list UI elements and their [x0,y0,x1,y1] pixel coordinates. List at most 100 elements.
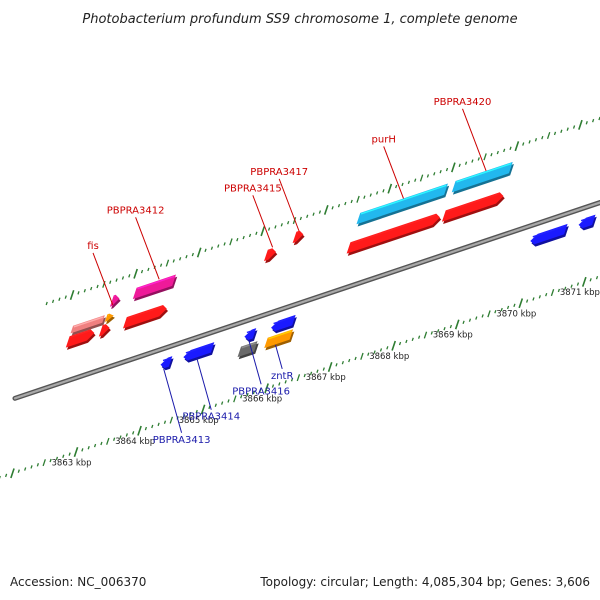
reverse-scale-tick [550,289,555,297]
reverse-scale-tick [443,326,446,331]
reverse-scale-tick [125,433,128,437]
purH-red-body [346,213,441,254]
reverse-scale-tick [227,399,230,403]
forward-scale-tick [223,242,226,246]
reverse-scale-tick [100,441,103,446]
PBPRA3412-red [122,304,169,331]
reverse-scale-tick [595,275,599,280]
PBPRA3417-red-highlight [296,231,300,234]
PBPRA3413-gene-highlight [162,357,171,362]
PBPRA3414-gene-highlight [185,343,213,354]
leader-line [135,217,160,280]
reverse-scale-tick [62,454,65,458]
forward-scale-tick [363,195,366,199]
gene-label-text: PBPRA3420 [434,97,492,108]
gene-label-text: fis [87,241,99,252]
PBPRA3412-gene-body [132,274,177,300]
reverse-scale-tick [360,352,364,360]
forward-scale-tick [522,142,525,146]
reverse-scale-tick [437,329,440,333]
reverse-scale-tick [49,458,52,463]
reverse-scale-tick [208,405,211,410]
forward-scale-tick [280,223,283,227]
gray-feature [237,341,259,360]
reverse-scale-tick [189,412,192,416]
reverse-scale-tick [17,469,20,473]
reverse-scale-tick [430,331,433,335]
leader-line [462,108,487,171]
forward-scale-tick [140,269,144,274]
reverse-scale-tick [271,384,275,388]
PBPRA3412-red-body [122,304,167,329]
zntR-gene [264,329,295,351]
reverse-scale-tick [87,446,90,450]
blue-far-right [578,214,597,231]
forward-scale-tick [458,163,461,168]
forward-scale-tick [115,278,118,282]
reverse-scale-tick [538,295,541,299]
gene-label-text: PBPRA3412 [107,205,165,216]
reverse-scale-tick [132,431,135,435]
pink-block-highlight [73,316,104,328]
reverse-scale-tick [290,377,294,382]
genome-summary-text: Topology: circular; Length: 4,085,304 bp… [259,575,590,589]
reverse-scale-tick [513,303,516,308]
forward-scale-tick [159,263,163,267]
PBPRA3417-red-shadow [293,232,305,246]
forward-scale-tick [375,191,379,195]
forward-scale-tick [217,244,220,248]
forward-scale-tick [566,127,569,131]
reverse-scale-tick [284,380,287,384]
reverse-scale-tick [417,335,421,339]
forward-scale-tick [242,235,245,240]
gene-label-pbpra3412: PBPRA3412 [107,205,165,280]
fis-gene-shadow [111,296,121,309]
purH-gene-body [356,183,448,225]
forward-scale-tick [274,225,277,229]
forward-scale-tick [337,203,341,208]
reverse-scale-tick [341,360,344,365]
reverse-scale-tick [316,369,319,373]
forward-scale-tick [414,178,417,182]
blue-right-highlight [532,225,567,238]
gene-label-pbpra3420: PBPRA3420 [434,97,492,171]
reverse-scale-tick [157,422,160,427]
scale-label: 3867 kbp [306,373,346,383]
forward-scale-tick [260,226,266,237]
reverse-scale-tick [581,276,587,287]
forward-scale-tick [45,301,48,306]
reverse-scale-tick [106,437,110,445]
blue-far-right-highlight [580,215,595,222]
scale-label: 3870 kbp [496,309,536,319]
reverse-scale-tick [169,416,174,424]
reverse-scale-tick [278,382,281,386]
forward-scale-tick [69,289,75,300]
scale-labels: 3863 kbp 3864 kbp 3865 kbp 3866 kbp 3867 kbp… [52,288,600,468]
red-fis-highlight [103,324,106,327]
reverse-scale-tick [518,298,524,309]
leader-line [252,195,274,248]
reverse-scale-tick [119,435,122,439]
scale-label: 3869 kbp [433,331,473,341]
reverse-scale-tick [564,286,567,291]
reverse-scale-tick [475,316,478,320]
reverse-scale-tick [348,358,351,363]
reverse-scale-tick [506,305,510,310]
fis-companion [104,313,115,325]
reverse-scale-tick [112,437,116,441]
purH-red [346,213,442,256]
forward-scale-tick [445,167,449,172]
forward-scale-tick [369,193,372,197]
reverse-scale-tick [327,361,333,372]
red-fis-shadow [100,326,111,339]
forward-scale-tick [578,119,583,130]
PBPRA3417-red-body [292,230,304,244]
reverse-scale-tick [411,337,414,342]
red-fis [98,324,111,339]
PBPRA3416-gene [244,328,258,343]
forward-scale-tick [133,268,138,279]
forward-scale-tick [96,284,99,289]
gene-label-text: PBPRA3413 [153,435,211,446]
forward-scale-tick [77,291,80,295]
reverse-scale-tick [494,309,497,314]
